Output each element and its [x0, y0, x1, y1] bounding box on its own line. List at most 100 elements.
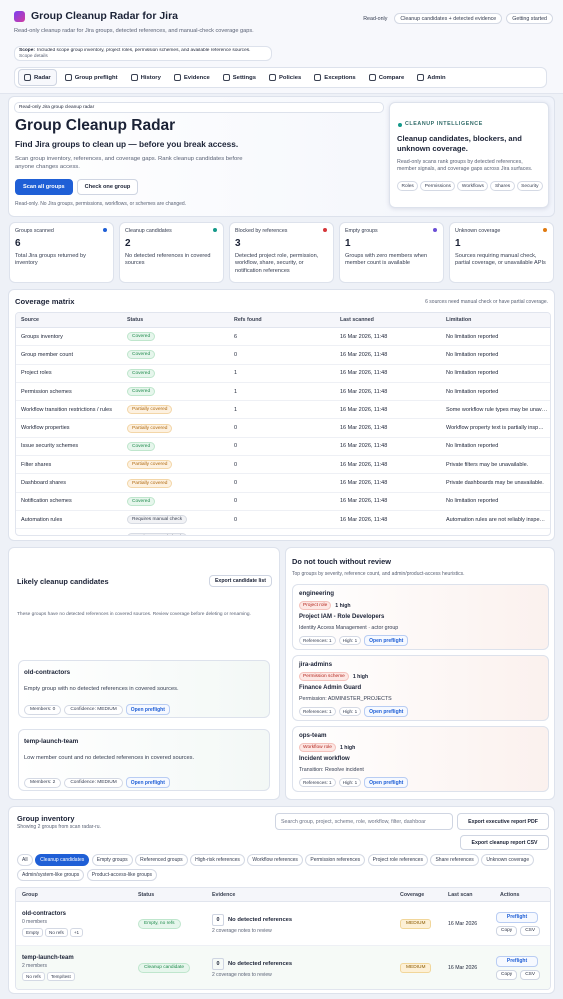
filter-chip[interactable]: All	[17, 854, 33, 866]
table-cell: Issue security schemes	[21, 443, 79, 450]
column-header: Evidence	[212, 891, 236, 898]
filter-chip[interactable]: Empty groups	[91, 854, 133, 866]
nav-icon	[269, 74, 276, 81]
filter-chip[interactable]: High-risk references	[190, 854, 245, 866]
open-preflight[interactable]: Open preflight	[125, 704, 170, 715]
hero-title: Group Cleanup Radar	[15, 117, 176, 134]
nav-item[interactable]: Radar	[18, 69, 57, 86]
header: Group Cleanup Radar for Jira Read-only cl…	[0, 0, 563, 94]
group-chip: No refs	[45, 927, 68, 937]
insight-chip: Roles	[397, 181, 419, 191]
nav-item[interactable]: Compare	[364, 70, 410, 85]
open-preflight[interactable]: Open preflight	[364, 706, 409, 717]
table-row: Dashboard shares Partially covered 0 16 Mar…	[16, 474, 550, 493]
candidate-text: Empty group with no detected references …	[24, 686, 179, 692]
header-badge[interactable]: Getting started	[506, 13, 553, 24]
column-header: Actions	[500, 891, 520, 898]
filter-chip[interactable]: Share references	[430, 854, 479, 866]
stat-card: Empty groups 1 Groups with zero members wh…	[339, 222, 444, 283]
export-button[interactable]: Export candidate list	[208, 575, 272, 587]
filter-chip[interactable]: Permission references	[305, 854, 366, 866]
export-button[interactable]: Export executive report PDF	[457, 813, 549, 830]
nav-item[interactable]: Policies	[264, 70, 306, 85]
scope-link[interactable]: Scope details	[19, 54, 48, 59]
table-cell: 1	[234, 370, 238, 377]
table-cell: 16 Mar 2026, 11:48	[340, 333, 388, 340]
preflight-button[interactable]: Preflight	[496, 911, 538, 923]
table-cell: Cleanup candidate	[132, 962, 206, 973]
candidates-note: These groups have no detected references…	[17, 612, 251, 617]
status-pill: Partially covered	[127, 478, 173, 488]
action-button[interactable]: Copy	[496, 925, 518, 936]
table-cell: 1	[234, 388, 238, 395]
nav-item[interactable]: Admin	[412, 70, 450, 85]
hero-button[interactable]: Scan all groups	[15, 179, 73, 195]
column-header: Last scan	[448, 891, 473, 898]
table-cell: Project roles	[21, 370, 52, 377]
insight-card: CLEANUP INTELLIGENCE Cleanup candidates, …	[389, 102, 549, 208]
risk-chips: References: 1 High: 1 Open preflight	[299, 635, 409, 646]
column-header: Coverage	[400, 891, 425, 898]
app-title: Group Cleanup Radar for Jira	[31, 10, 179, 22]
open-preflight[interactable]: Open preflight	[364, 635, 409, 646]
nav-icon	[222, 74, 230, 81]
preflight-button[interactable]: Preflight	[496, 955, 538, 967]
table-cell: No limitation reported	[446, 498, 499, 505]
filter-chip[interactable]: Product-access-like groups	[86, 868, 158, 881]
nav-item[interactable]: History	[126, 70, 166, 85]
table-cell: 16 Mar 2026, 11:48	[340, 498, 388, 505]
action-button[interactable]: CSV	[520, 969, 541, 980]
table-cell: Requires manual check	[122, 515, 229, 525]
filter-chip[interactable]: Unknown coverage	[481, 854, 535, 866]
nav-item[interactable]: Evidence	[169, 70, 215, 85]
stat-card: Groups scanned 6 Total Jira groups returne…	[9, 222, 114, 283]
open-preflight[interactable]: Open preflight	[364, 777, 409, 788]
filter-chip[interactable]: Project role references	[367, 854, 428, 866]
nav-label: Evidence	[183, 74, 210, 81]
column-header: Refs found	[234, 317, 262, 323]
stat-dot	[103, 228, 107, 232]
section-title: Likely cleanup candidates	[17, 577, 109, 586]
hero-button[interactable]: Check one group	[76, 179, 139, 195]
secondary-actions: Copy CSV	[496, 969, 550, 980]
action-button[interactable]: CSV	[520, 925, 541, 936]
risk-severity: 1 high	[352, 673, 369, 680]
table-row: Workflow transition restrictions / rules…	[16, 401, 550, 420]
filter-chip[interactable]: Admin/system-like groups	[17, 868, 85, 881]
risk-chips: References: 1 High: 1 Open preflight	[299, 706, 409, 717]
table-cell: Requires manual check	[122, 533, 229, 535]
status-pill: Covered	[127, 350, 156, 360]
open-preflight[interactable]: Open preflight	[125, 777, 170, 788]
nav-item[interactable]: Exceptions	[309, 70, 360, 85]
table-row: temp-launch-team 2 members No refs Temp/tes…	[16, 946, 550, 989]
status-pill: Requires manual check	[127, 515, 188, 525]
stat-text: Detected project role, permission, workf…	[235, 253, 319, 274]
nav-label: History	[140, 74, 161, 81]
nav-item[interactable]: Settings	[218, 70, 261, 85]
filter-chip[interactable]: Referenced groups	[135, 854, 188, 866]
nav-item[interactable]: Group preflight	[60, 70, 123, 85]
risk-tags: Project role 1 high	[299, 601, 351, 610]
search-input[interactable]: Search group, project, scheme, role, wor…	[275, 813, 453, 830]
export-button[interactable]: Export cleanup report CSV	[460, 835, 549, 850]
column-header: Source	[21, 317, 39, 323]
table-cell: temp-launch-team 2 members No refs Temp/tes…	[16, 955, 132, 981]
table-row: Permission schemes Covered 1 16 Mar 2026, 1…	[16, 383, 550, 402]
table-cell: 16 Mar 2026, 11:48	[335, 535, 441, 536]
filter-chip[interactable]: Cleanup candidates	[35, 854, 90, 866]
table-cell: Partially covered	[122, 423, 229, 433]
risk-title: Incident workflow	[299, 756, 350, 762]
table-row: Groups inventory Covered 6 16 Mar 2026, 11:…	[16, 328, 550, 347]
table-cell: Covered	[122, 441, 229, 451]
filter-chip[interactable]: Workflow references	[247, 854, 303, 866]
candidate-card: old-contractors Empty group with no detec…	[18, 660, 270, 718]
hero-tag: Read-only Jira group cleanup radar	[14, 102, 384, 113]
table-cell: Private dashboards may be unavailable.	[446, 480, 544, 487]
action-button[interactable]: Copy	[496, 969, 518, 980]
stat-dot	[433, 228, 437, 232]
evidence-notes: 2 coverage notes to review	[212, 971, 272, 978]
nav-icon	[417, 74, 425, 81]
table-cell: Workflow transition restrictions / rules	[21, 406, 112, 413]
risk-chip: High: 1	[338, 636, 362, 645]
